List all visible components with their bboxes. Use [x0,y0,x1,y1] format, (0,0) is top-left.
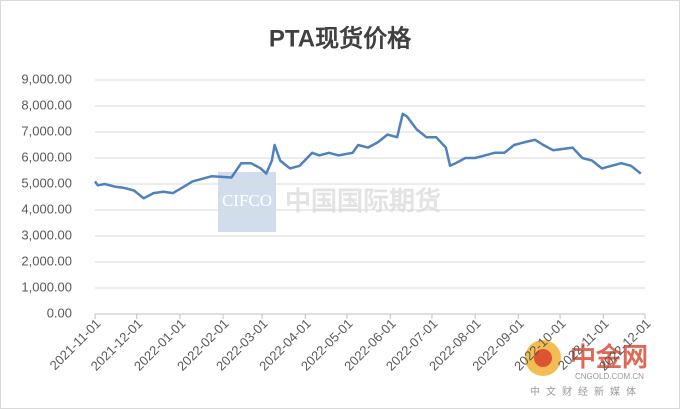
watermark: 中金网 [570,342,648,372]
y-tick-label: 5,000.00 [21,175,72,190]
y-tick-label: 6,000.00 [21,149,72,164]
y-tick-label: 4,000.00 [21,201,72,216]
watermark: CIFCO [222,191,272,210]
watermark: 中国国际期货 [285,186,441,216]
y-tick-label: 3,000.00 [21,227,72,242]
y-tick-label: 0.00 [47,305,72,320]
chart-title: PTA现货价格 [269,24,412,52]
y-tick-label: 7,000.00 [21,123,72,138]
watermark-logo [534,349,552,367]
y-tick-label: 8,000.00 [21,97,72,112]
y-tick-label: 1,000.00 [21,279,72,294]
watermark-block [218,172,276,232]
watermark: CNGOLD.COM.CN [575,372,644,381]
watermark: 中文财经新媒体 [530,385,642,398]
y-tick-label: 2,000.00 [21,253,72,268]
y-tick-label: 9,000.00 [21,71,72,86]
line-series [93,112,642,200]
